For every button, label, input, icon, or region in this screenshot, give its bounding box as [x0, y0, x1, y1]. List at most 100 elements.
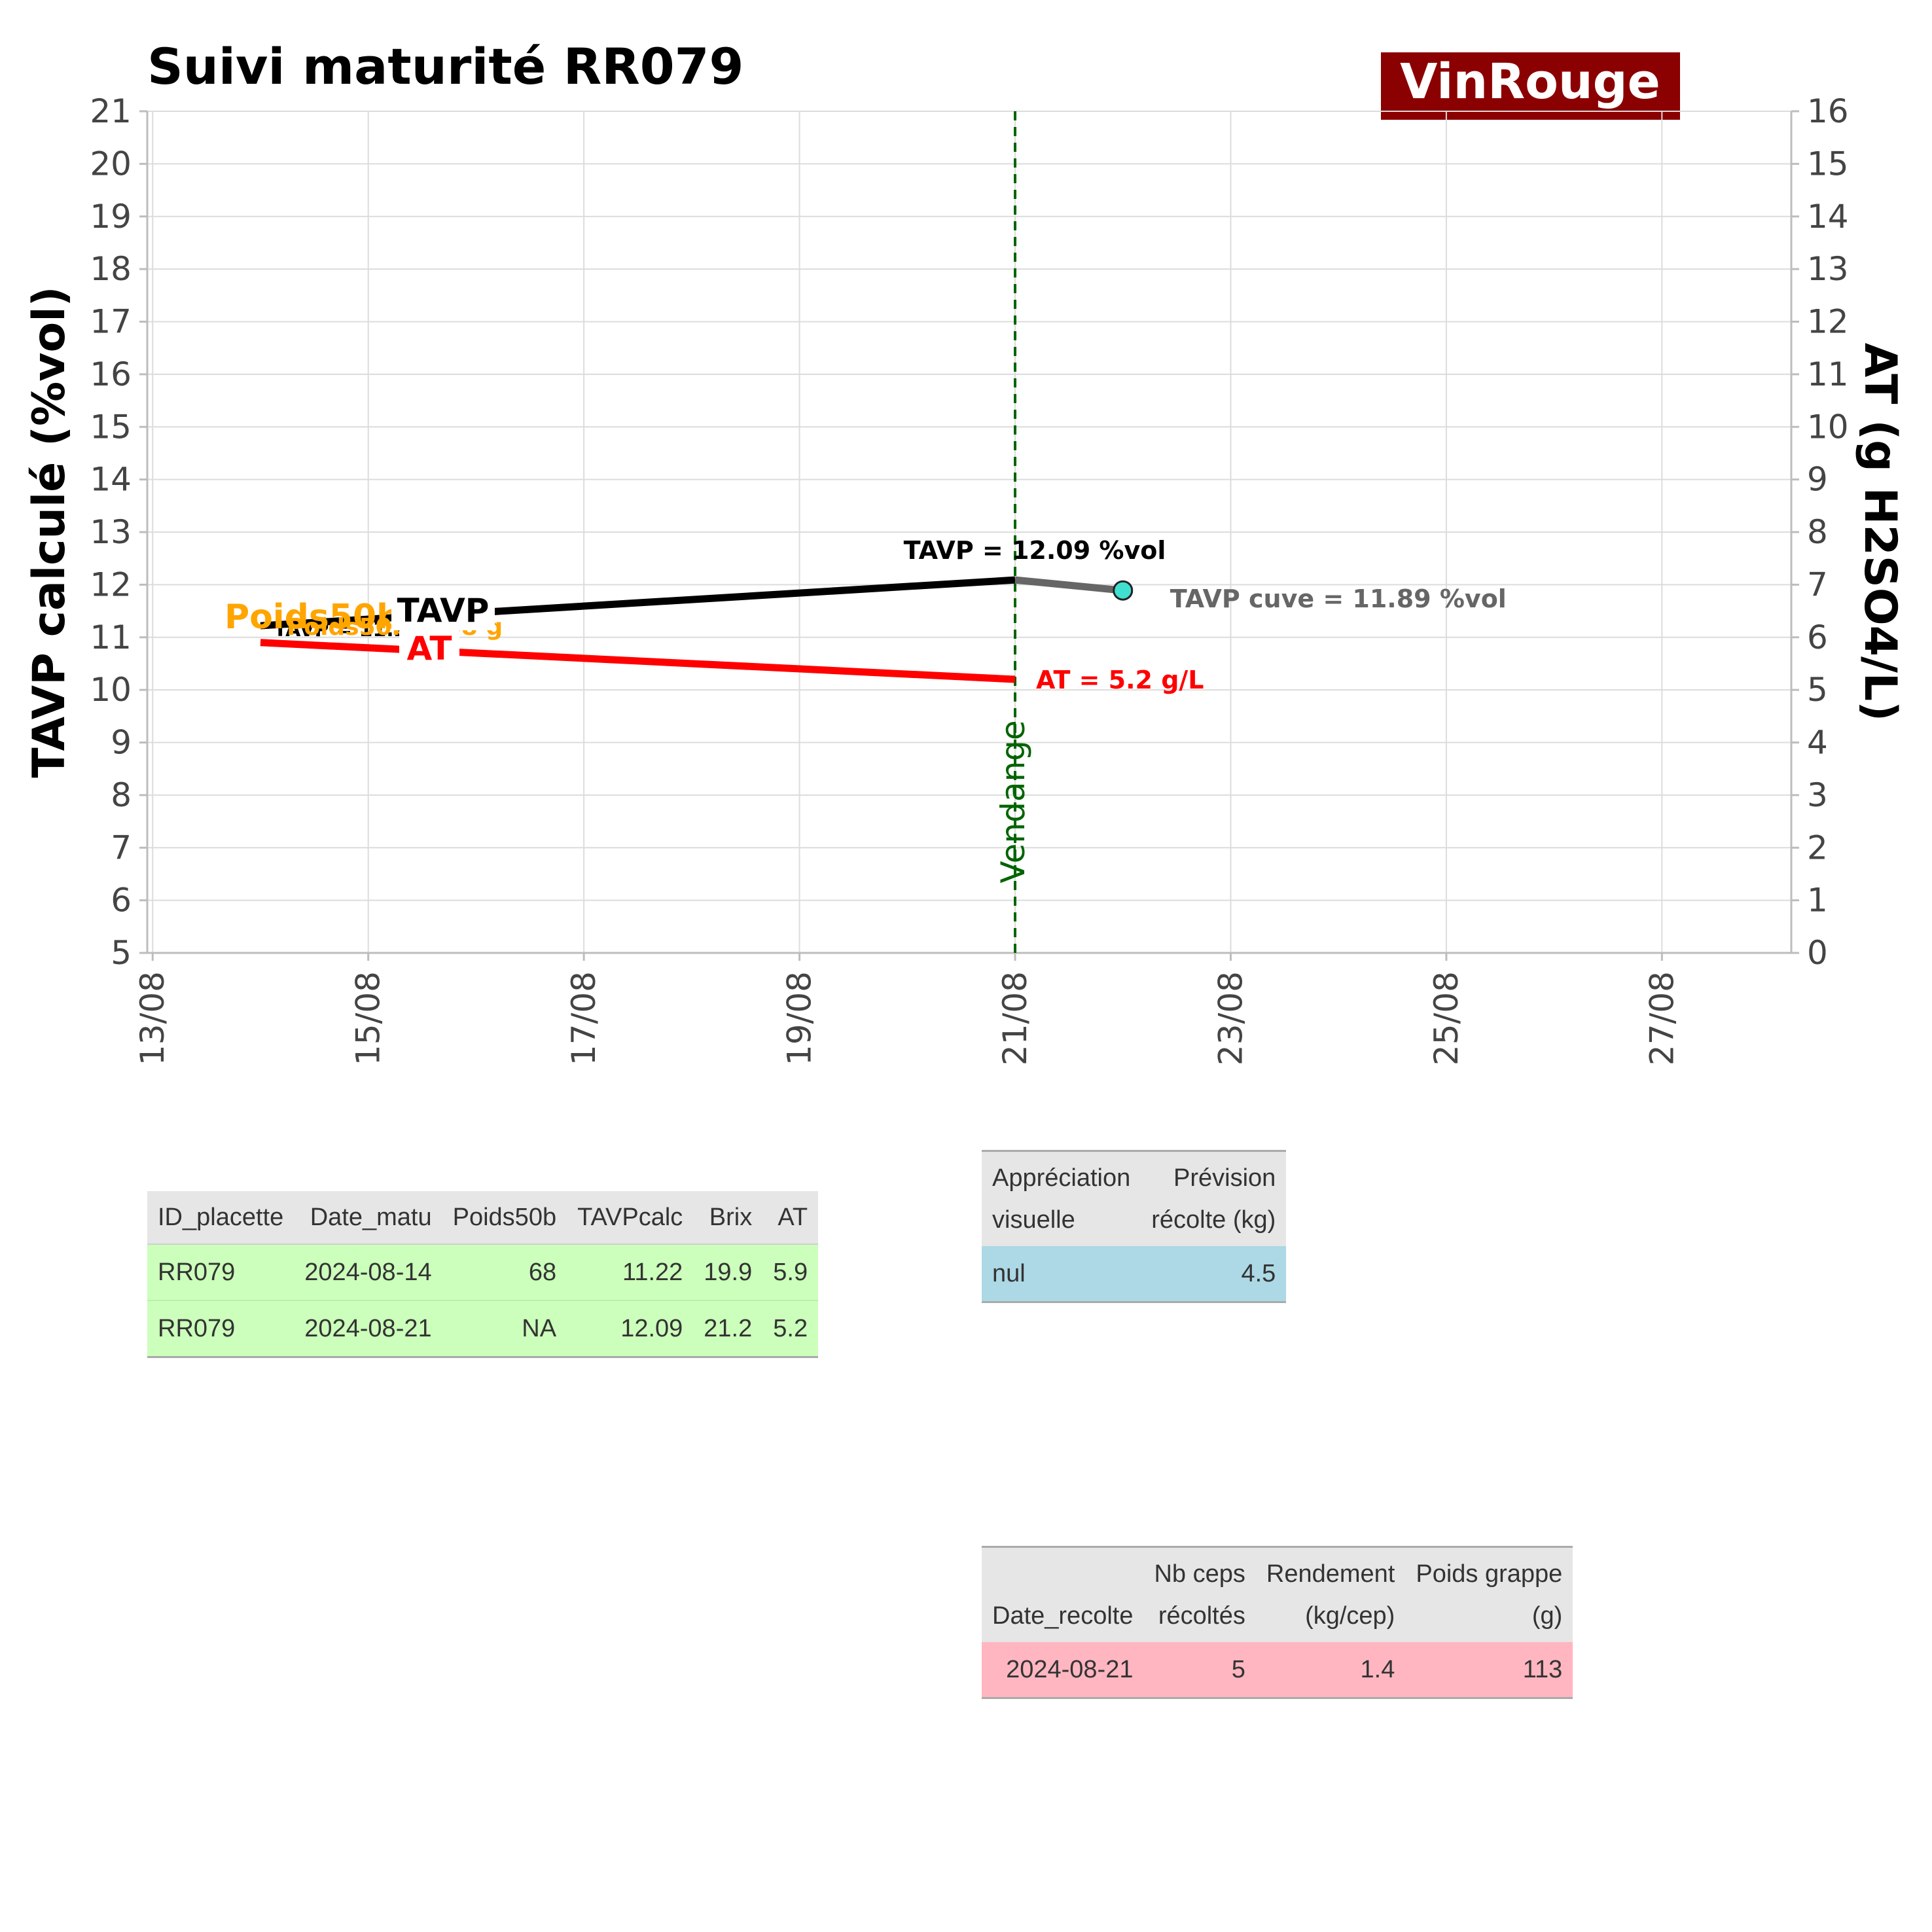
table-cell: 4.5 — [1241, 1259, 1276, 1287]
y-left-tick-label: 18 — [90, 250, 132, 288]
series-line-tavp-cuve — [1014, 576, 1124, 594]
y-left-tick-label: 13 — [90, 513, 132, 551]
at-series-label: AT — [407, 630, 452, 668]
table-cell: 19.9 — [704, 1258, 753, 1286]
series-line-at — [260, 639, 1016, 683]
col-header-line: Date_recolte — [992, 1602, 1134, 1630]
y-right-tick-label: 9 — [1807, 461, 1828, 499]
y-left-tick-label: 15 — [90, 408, 132, 446]
tavp-end-label: TAVP = 12.09 %vol — [904, 536, 1166, 565]
table-cell: 21.2 — [704, 1314, 753, 1342]
y-right-tick-label: 16 — [1807, 92, 1849, 130]
col-header-line: Nb ceps — [1154, 1560, 1245, 1588]
table-row: RR079 2024-08-21 NA 12.09 21.2 5.2 — [147, 1300, 819, 1357]
table-header-row: ID_placette Date_matu Poids50b TAVPcalc … — [147, 1191, 819, 1244]
col-header-line: (g) — [1531, 1602, 1563, 1630]
table-cell: nul — [992, 1259, 1026, 1287]
table-cell: RR079 — [158, 1314, 236, 1342]
y-left-tick-label: 20 — [90, 145, 132, 183]
table-harvest: Date_recolte Nb ceps récoltés Rendement … — [982, 1546, 1573, 1699]
y-left-tick-label: 6 — [111, 882, 132, 920]
table-cell: RR079 — [158, 1258, 236, 1286]
table-row: nul 4.5 — [982, 1246, 1287, 1302]
x-tick-label: 25/08 — [1427, 971, 1465, 1065]
table-cell: 1.4 — [1360, 1655, 1395, 1683]
at-end-label: AT = 5.2 g/L — [1036, 666, 1204, 694]
x-tick-label: 13/08 — [134, 971, 171, 1065]
table-cell: 5 — [1231, 1655, 1245, 1683]
axes: 5678910111213141516171819202101234567891… — [24, 92, 1906, 1065]
page-title: Suivi maturité RR079 — [147, 37, 743, 96]
col-header: Nb ceps récoltés — [1143, 1547, 1255, 1643]
y-right-tick-label: 11 — [1807, 355, 1849, 393]
col-header-line: Appréciation — [992, 1164, 1131, 1192]
y-right-tick-label: 6 — [1807, 618, 1828, 656]
y-right-tick-label: 14 — [1807, 198, 1849, 236]
table-cell: 2024-08-21 — [1006, 1655, 1134, 1683]
y-right-tick-label: 1 — [1807, 882, 1828, 920]
col-header: Appréciation visuelle — [982, 1151, 1141, 1247]
col-header: Poids50b — [452, 1204, 557, 1231]
table-maturity: ID_placette Date_matu Poids50b TAVPcalc … — [147, 1191, 819, 1358]
x-tick-label: 23/08 — [1211, 971, 1249, 1065]
tavp-cuve-point — [1113, 580, 1134, 601]
x-tick-label: 17/08 — [565, 971, 603, 1065]
tavp-cuve-label: TAVP cuve = 11.89 %vol — [1170, 584, 1507, 613]
x-tick-label: 27/08 — [1643, 971, 1681, 1065]
y-right-tick-label: 0 — [1807, 934, 1828, 972]
y-left-tick-label: 5 — [111, 934, 132, 972]
table-appreciation: Appréciation visuelle Prévision récolte … — [982, 1150, 1287, 1303]
table-cell: 2024-08-21 — [304, 1314, 432, 1342]
y-left-tick-label: 12 — [90, 565, 132, 603]
table-header-row: Date_recolte Nb ceps récoltés Rendement … — [982, 1547, 1573, 1643]
table-header-row: Appréciation visuelle Prévision récolte … — [982, 1151, 1287, 1247]
table-row: 2024-08-21 5 1.4 113 — [982, 1642, 1573, 1698]
poids-label: Poids50b — [224, 598, 401, 637]
col-header: TAVPcalc — [577, 1204, 683, 1231]
tavp-series-label: TAVP — [397, 592, 490, 630]
table-cell: NA — [522, 1314, 557, 1342]
col-header: Rendement (kg/cep) — [1256, 1547, 1405, 1643]
y-left-tick-label: 11 — [90, 618, 132, 656]
col-header-line — [992, 1553, 1133, 1595]
table-row: RR079 2024-08-14 68 11.22 19.9 5.9 — [147, 1244, 819, 1300]
table-cell: 11.22 — [622, 1258, 683, 1286]
y-left-tick-label: 10 — [90, 671, 132, 709]
harvest-vline-label: Vendange — [994, 720, 1032, 883]
col-header-line: Prévision — [1173, 1164, 1276, 1192]
table-cell: 2024-08-14 — [304, 1258, 432, 1286]
y-right-tick-label: 4 — [1807, 724, 1828, 762]
x-tick-label: 21/08 — [996, 971, 1034, 1065]
table-cell: 5.2 — [773, 1314, 808, 1342]
y-right-tick-label: 2 — [1807, 829, 1828, 867]
x-tick-label: 19/08 — [781, 971, 819, 1065]
col-header: ID_placette — [158, 1204, 284, 1231]
y-right-tick-label: 13 — [1807, 250, 1849, 288]
y-left-tick-label: 16 — [90, 355, 132, 393]
at-label-bg — [399, 628, 459, 666]
y-right-tick-label: 7 — [1807, 565, 1828, 603]
col-header-line: visuelle — [992, 1206, 1075, 1234]
col-header-line: Poids grappe — [1416, 1560, 1563, 1588]
col-header-line: récoltés — [1158, 1602, 1245, 1630]
col-header: AT — [778, 1204, 808, 1231]
table-cell: 12.09 — [620, 1314, 683, 1342]
col-header: Brix — [709, 1204, 753, 1231]
y-left-tick-label: 8 — [111, 776, 132, 814]
col-header-line: récolte (kg) — [1151, 1206, 1276, 1234]
col-header: Poids grappe (g) — [1405, 1547, 1573, 1643]
table-cell: 68 — [528, 1258, 557, 1286]
y-right-axis-title: AT (g H2SO4/L) — [1854, 343, 1906, 721]
y-right-tick-label: 12 — [1807, 303, 1849, 341]
y-right-tick-label: 8 — [1807, 513, 1828, 551]
col-header: Prévision récolte (kg) — [1141, 1151, 1286, 1247]
y-right-tick-label: 5 — [1807, 671, 1828, 709]
col-header: Date_matu — [310, 1204, 432, 1231]
y-left-tick-label: 21 — [90, 92, 132, 130]
series: Vendange — [260, 111, 1134, 953]
grid — [147, 111, 1791, 954]
y-right-tick-label: 15 — [1807, 145, 1849, 183]
y-left-tick-label: 14 — [90, 461, 132, 499]
